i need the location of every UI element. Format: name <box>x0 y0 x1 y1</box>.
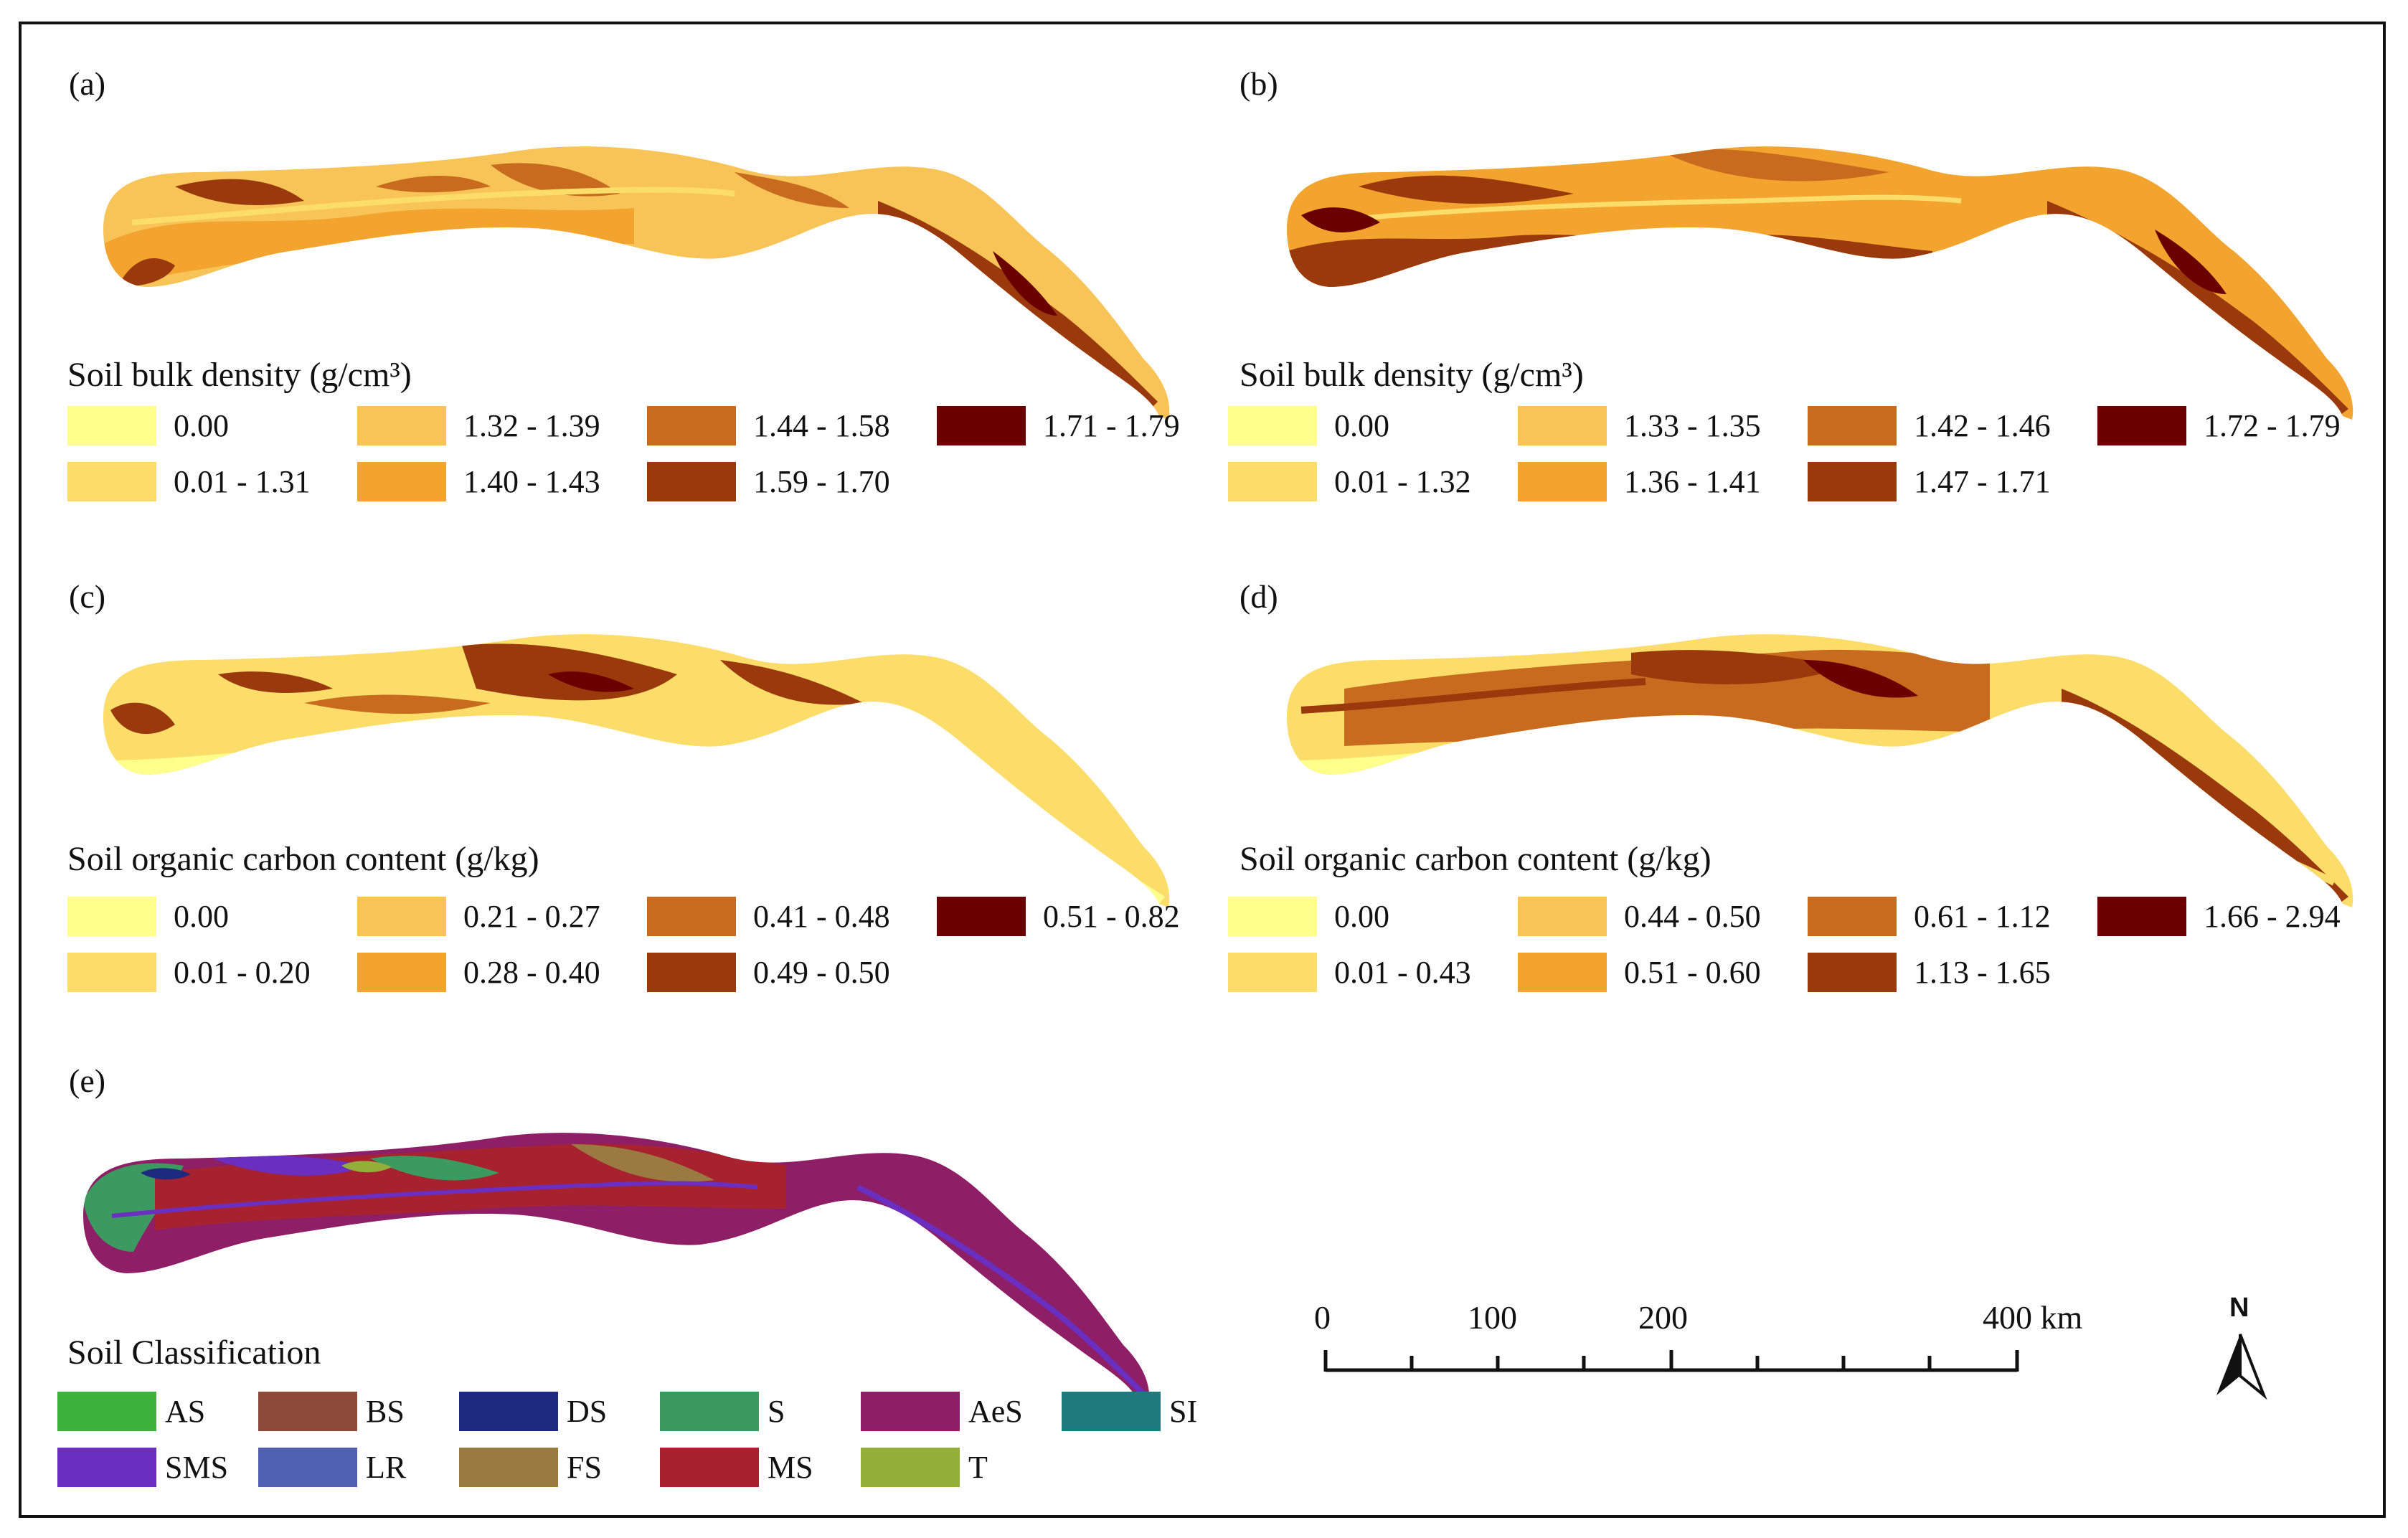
legend-swatch <box>459 1448 558 1487</box>
legend-swatch <box>861 1392 960 1431</box>
legend-swatch <box>660 1448 759 1487</box>
legend-swatch <box>660 1392 759 1431</box>
legend-label: 0.00 <box>1334 899 1389 934</box>
legend-label: 1.72 - 1.79 <box>2204 408 2341 443</box>
legend-label: 0.01 - 0.20 <box>174 955 311 990</box>
legend-title-c: Soil organic carbon content (g/kg) <box>67 840 539 878</box>
legend-title-d: Soil organic carbon content (g/kg) <box>1240 840 1711 878</box>
legend-label: 1.13 - 1.65 <box>1914 955 2051 990</box>
legend-label: 1.44 - 1.58 <box>753 408 890 443</box>
legend-label: MS <box>768 1450 813 1485</box>
legend-label: 0.44 - 0.50 <box>1624 899 1761 934</box>
panel-label-b: (b) <box>1240 65 1278 102</box>
legend-label: AeS <box>968 1394 1023 1429</box>
legend-swatch <box>647 953 736 992</box>
legend-swatch <box>1228 897 1317 936</box>
legend-swatch <box>647 462 736 501</box>
legend-swatch <box>647 897 736 936</box>
scale-label: 0 <box>1314 1299 1331 1336</box>
legend-swatch <box>67 897 156 936</box>
legend-label: 0.01 - 1.31 <box>174 464 311 499</box>
legend-label: 1.59 - 1.70 <box>753 464 890 499</box>
legend-label: SMS <box>165 1450 229 1485</box>
legend-swatch <box>258 1392 357 1431</box>
legend-label: 1.47 - 1.71 <box>1914 464 2051 499</box>
legend-label: 0.41 - 0.48 <box>753 899 890 934</box>
legend-label: 1.66 - 2.94 <box>2204 899 2341 934</box>
legend-swatch <box>1518 462 1607 501</box>
scale-label: 100 <box>1468 1299 1517 1336</box>
legend-swatch <box>2097 897 2186 936</box>
legend-swatch <box>57 1392 156 1431</box>
legend-swatch <box>1808 406 1897 445</box>
legend-label: SI <box>1169 1394 1198 1429</box>
legend-swatch <box>1062 1392 1161 1431</box>
legend-swatch <box>1808 953 1897 992</box>
legend-label: BS <box>366 1394 405 1429</box>
legend-label: 0.61 - 1.12 <box>1914 899 2051 934</box>
panel-label-d: (d) <box>1240 578 1278 615</box>
legend-swatch <box>357 462 446 501</box>
legend-label: 0.28 - 0.40 <box>463 955 600 990</box>
legend-swatch <box>2097 406 2186 445</box>
legend-label: 0.00 <box>1334 408 1389 443</box>
legend-label: S <box>768 1394 785 1429</box>
legend-swatch <box>937 897 1026 936</box>
map-e <box>83 1133 1150 1406</box>
legend-label: T <box>968 1450 988 1485</box>
legend-swatch <box>1228 462 1317 501</box>
legend-swatch <box>1808 897 1897 936</box>
legend-swatch <box>1518 406 1607 445</box>
scale-label: 200 <box>1638 1299 1688 1336</box>
legend-label: DS <box>567 1394 608 1429</box>
legend-label: 1.42 - 1.46 <box>1914 408 2051 443</box>
panel-label-c: (c) <box>69 578 106 615</box>
legend-swatch <box>1228 406 1317 445</box>
legend-swatch <box>357 953 446 992</box>
scale-label: 400 km <box>1983 1299 2083 1336</box>
legend-label: 0.01 - 0.43 <box>1334 955 1471 990</box>
legend-title-b: Soil bulk density (g/cm³) <box>1240 356 1584 394</box>
scale-bar <box>1323 1350 2019 1372</box>
legend-swatch <box>57 1448 156 1487</box>
legend-label: 0.49 - 0.50 <box>753 955 890 990</box>
north-arrow-icon <box>2216 1334 2267 1400</box>
legend-swatch <box>67 462 156 501</box>
legend-swatch <box>459 1392 558 1431</box>
figure-frame <box>19 22 2386 1518</box>
legend-label: 1.36 - 1.41 <box>1624 464 1761 499</box>
legend-swatch <box>1518 953 1607 992</box>
legend-swatch <box>1518 897 1607 936</box>
legend-label: 1.32 - 1.39 <box>463 408 600 443</box>
legend-title-e: Soil Classification <box>67 1334 321 1372</box>
legend-swatch <box>67 406 156 445</box>
legend-label: AS <box>165 1394 206 1429</box>
legend-swatch <box>357 897 446 936</box>
legend-label: FS <box>567 1450 602 1485</box>
legend-label: 0.51 - 0.60 <box>1624 955 1761 990</box>
legend-label: 0.51 - 0.82 <box>1043 899 1180 934</box>
legend-swatch <box>67 953 156 992</box>
legend-label: 1.40 - 1.43 <box>463 464 600 499</box>
legend-swatch <box>357 406 446 445</box>
panel-label-e: (e) <box>69 1062 106 1099</box>
legend-swatch <box>647 406 736 445</box>
legend-swatch <box>258 1448 357 1487</box>
legend-label: 0.21 - 0.27 <box>463 899 600 934</box>
legend-title-a: Soil bulk density (g/cm³) <box>67 356 412 394</box>
legend-label: 0.01 - 1.32 <box>1334 464 1471 499</box>
legend-swatch <box>937 406 1026 445</box>
legend-label: 1.33 - 1.35 <box>1624 408 1761 443</box>
legend-label: 1.71 - 1.79 <box>1043 408 1180 443</box>
legend-swatch <box>1228 953 1317 992</box>
legend-label: LR <box>366 1450 407 1485</box>
north-label: N <box>2229 1293 2249 1323</box>
legend-label: 0.00 <box>174 899 229 934</box>
legend-label: 0.00 <box>174 408 229 443</box>
panel-label-a: (a) <box>69 65 106 102</box>
legend-swatch <box>1808 462 1897 501</box>
legend-swatch <box>861 1448 960 1487</box>
